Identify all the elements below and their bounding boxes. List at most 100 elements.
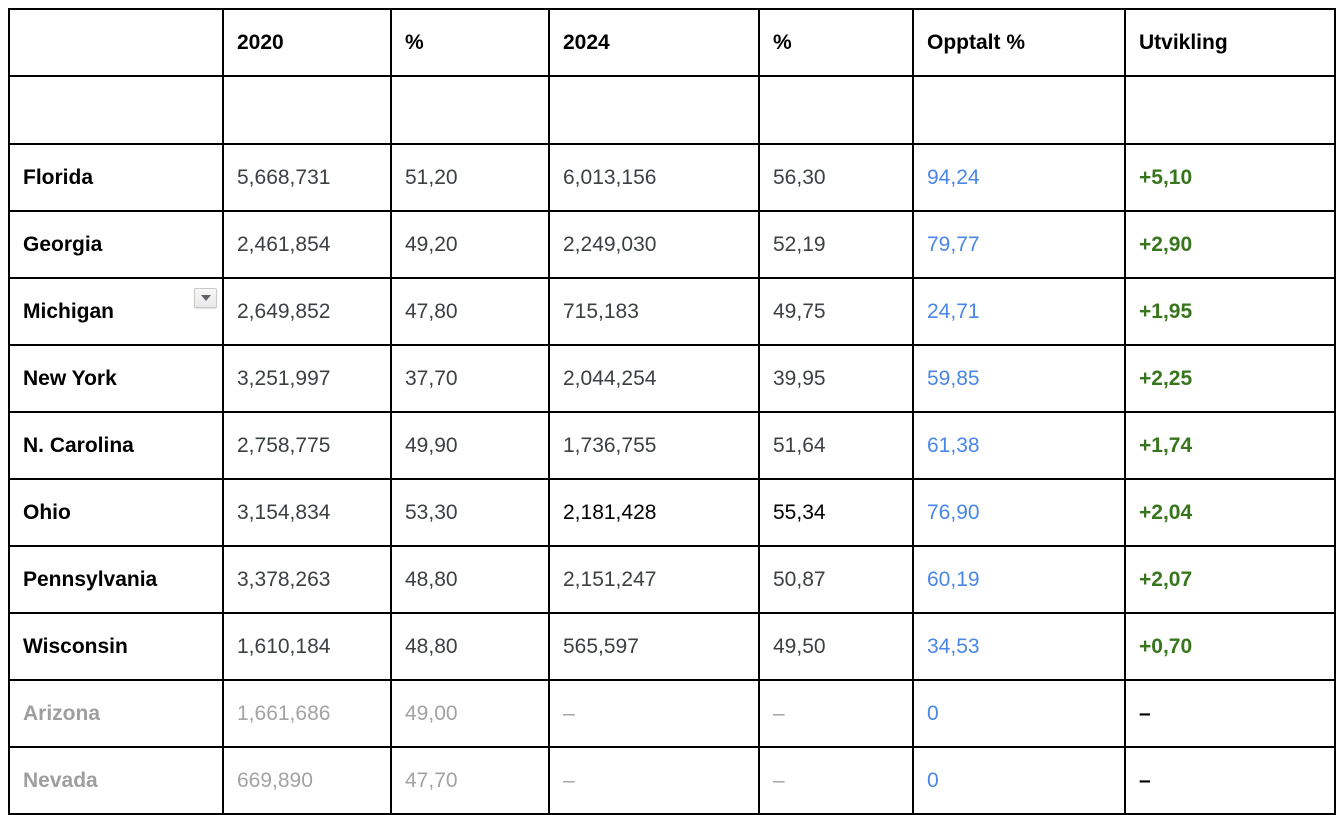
cell-2020[interactable]: 2,758,775 — [222, 411, 392, 480]
cell-state[interactable]: Georgia — [8, 210, 224, 279]
cell-2020-pct[interactable]: 49,00 — [390, 679, 550, 748]
cell-2024-pct[interactable]: 51,64 — [758, 411, 914, 480]
header-utvikling[interactable]: Utvikling — [1124, 8, 1336, 77]
spacer-row — [8, 75, 1336, 145]
cell-state[interactable]: Ohio — [8, 478, 224, 547]
cell-2024-pct[interactable]: 56,30 — [758, 143, 914, 212]
cell-2020[interactable]: 1,661,686 — [222, 679, 392, 748]
cell-2020-pct[interactable]: 49,20 — [390, 210, 550, 279]
cell-2020[interactable]: 3,154,834 — [222, 478, 392, 547]
cell-opptalt[interactable]: 34,53 — [912, 612, 1126, 681]
cell-empty[interactable] — [912, 75, 1126, 145]
cell-state[interactable]: Wisconsin — [8, 612, 224, 681]
cell-opptalt[interactable]: 0 — [912, 746, 1126, 815]
cell-2024-pct[interactable]: – — [758, 679, 914, 748]
cell-2024[interactable]: 565,597 — [548, 612, 760, 681]
cell-2024[interactable]: 2,151,247 — [548, 545, 760, 614]
table-row: Georgia 2,461,854 49,20 2,249,030 52,19 … — [8, 210, 1336, 279]
cell-opptalt[interactable]: 94,24 — [912, 143, 1126, 212]
cell-opptalt[interactable]: 76,90 — [912, 478, 1126, 547]
cell-2020[interactable]: 3,378,263 — [222, 545, 392, 614]
cell-2020-pct[interactable]: 48,80 — [390, 612, 550, 681]
cell-2020[interactable]: 2,649,852 — [222, 277, 392, 346]
dropdown-arrow-icon — [200, 295, 211, 301]
data-table: 2020 % 2024 % Opptalt % Utvikling Florid… — [8, 8, 1336, 815]
cell-state[interactable]: Nevada — [8, 746, 224, 815]
cell-state[interactable]: Arizona — [8, 679, 224, 748]
cell-state[interactable]: Pennsylvania — [8, 545, 224, 614]
header-state[interactable] — [8, 8, 224, 77]
cell-opptalt[interactable]: 79,77 — [912, 210, 1126, 279]
cell-2020[interactable]: 5,668,731 — [222, 143, 392, 212]
cell-utvikling[interactable]: +1,95 — [1124, 277, 1336, 346]
cell-utvikling[interactable]: +0,70 — [1124, 612, 1336, 681]
cell-empty[interactable] — [222, 75, 392, 145]
cell-2020[interactable]: 1,610,184 — [222, 612, 392, 681]
cell-utvikling[interactable]: +2,90 — [1124, 210, 1336, 279]
cell-2024-pct[interactable]: 55,34 — [758, 478, 914, 547]
cell-2024[interactable]: 2,249,030 — [548, 210, 760, 279]
cell-2024-pct[interactable]: 49,75 — [758, 277, 914, 346]
cell-opptalt[interactable]: 60,19 — [912, 545, 1126, 614]
cell-2020-pct[interactable]: 37,70 — [390, 344, 550, 413]
cell-2020-pct[interactable]: 49,90 — [390, 411, 550, 480]
cell-2020-pct[interactable]: 47,80 — [390, 277, 550, 346]
cell-2024-pct[interactable]: 52,19 — [758, 210, 914, 279]
cell-utvikling[interactable]: +2,07 — [1124, 545, 1336, 614]
header-2024-pct[interactable]: % — [758, 8, 914, 77]
cell-2020[interactable]: 3,251,997 — [222, 344, 392, 413]
cell-2024[interactable]: 715,183 — [548, 277, 760, 346]
table-row: Michigan 2,649,852 47,80 715,183 49,75 2… — [8, 277, 1336, 346]
state-label: Michigan — [23, 299, 115, 323]
header-2020[interactable]: 2020 — [222, 8, 392, 77]
cell-opptalt[interactable]: 0 — [912, 679, 1126, 748]
cell-empty[interactable] — [8, 75, 224, 145]
cell-2024-pct[interactable]: 50,87 — [758, 545, 914, 614]
cell-2024[interactable]: 2,181,428 — [548, 478, 760, 547]
cell-2024-pct[interactable]: 49,50 — [758, 612, 914, 681]
cell-2024[interactable]: – — [548, 746, 760, 815]
cell-2020[interactable]: 2,461,854 — [222, 210, 392, 279]
table-row: Pennsylvania 3,378,263 48,80 2,151,247 5… — [8, 545, 1336, 614]
table-row: Ohio 3,154,834 53,30 2,181,428 55,34 76,… — [8, 478, 1336, 547]
cell-opptalt[interactable]: 61,38 — [912, 411, 1126, 480]
header-opptalt[interactable]: Opptalt % — [912, 8, 1126, 77]
cell-2020-pct[interactable]: 47,70 — [390, 746, 550, 815]
cell-state[interactable]: Florida — [8, 143, 224, 212]
cell-empty[interactable] — [548, 75, 760, 145]
cell-utvikling[interactable]: +1,74 — [1124, 411, 1336, 480]
cell-state[interactable]: N. Carolina — [8, 411, 224, 480]
cell-opptalt[interactable]: 59,85 — [912, 344, 1126, 413]
cell-utvikling[interactable]: – — [1124, 679, 1336, 748]
cell-utvikling[interactable]: +5,10 — [1124, 143, 1336, 212]
cell-2024[interactable]: – — [548, 679, 760, 748]
table-row: Nevada 669,890 47,70 – – 0 – — [8, 746, 1336, 815]
cell-2024-pct[interactable]: 39,95 — [758, 344, 914, 413]
cell-2024[interactable]: 1,736,755 — [548, 411, 760, 480]
table-row: N. Carolina 2,758,775 49,90 1,736,755 51… — [8, 411, 1336, 480]
cell-utvikling[interactable]: – — [1124, 746, 1336, 815]
cell-empty[interactable] — [390, 75, 550, 145]
header-2024[interactable]: 2024 — [548, 8, 760, 77]
header-2020-pct[interactable]: % — [390, 8, 550, 77]
spreadsheet-table: 2020 % 2024 % Opptalt % Utvikling Florid… — [8, 8, 1336, 815]
cell-state[interactable]: New York — [8, 344, 224, 413]
cell-state[interactable]: Michigan — [8, 277, 224, 346]
cell-empty[interactable] — [1124, 75, 1336, 145]
table-row: Arizona 1,661,686 49,00 – – 0 – — [8, 679, 1336, 748]
table-row: Wisconsin 1,610,184 48,80 565,597 49,50 … — [8, 612, 1336, 681]
cell-utvikling[interactable]: +2,25 — [1124, 344, 1336, 413]
cell-2024[interactable]: 2,044,254 — [548, 344, 760, 413]
cell-opptalt[interactable]: 24,71 — [912, 277, 1126, 346]
table-row: New York 3,251,997 37,70 2,044,254 39,95… — [8, 344, 1336, 413]
cell-2020-pct[interactable]: 53,30 — [390, 478, 550, 547]
header-row: 2020 % 2024 % Opptalt % Utvikling — [8, 8, 1336, 77]
dropdown-button[interactable] — [194, 288, 217, 308]
cell-2024-pct[interactable]: – — [758, 746, 914, 815]
cell-2024[interactable]: 6,013,156 — [548, 143, 760, 212]
cell-2020[interactable]: 669,890 — [222, 746, 392, 815]
cell-utvikling[interactable]: +2,04 — [1124, 478, 1336, 547]
cell-empty[interactable] — [758, 75, 914, 145]
cell-2020-pct[interactable]: 51,20 — [390, 143, 550, 212]
cell-2020-pct[interactable]: 48,80 — [390, 545, 550, 614]
